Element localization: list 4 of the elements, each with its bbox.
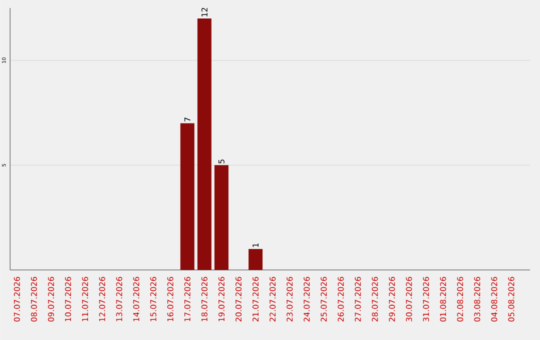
bar [197,18,212,270]
bar [214,165,228,270]
bar [248,249,263,270]
bar [180,123,194,270]
